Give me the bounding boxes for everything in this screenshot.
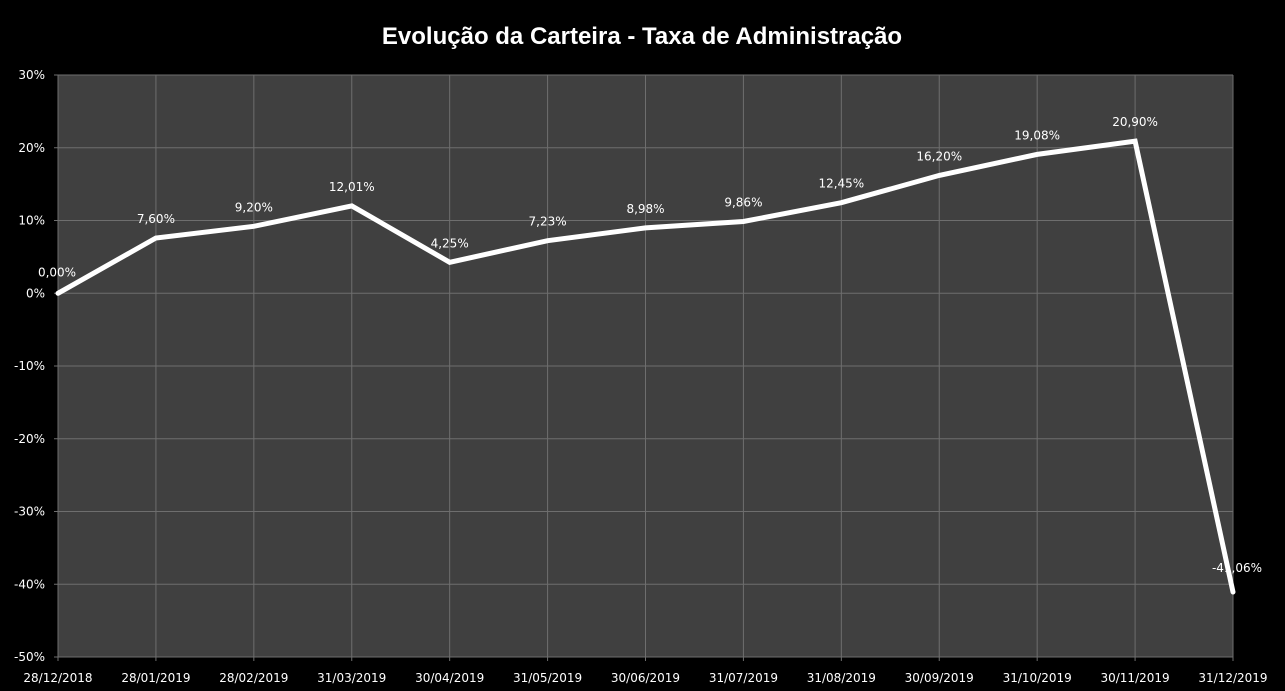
x-tick-label: 30/04/2019 xyxy=(415,671,484,685)
series-line xyxy=(55,138,1236,595)
y-tick-label: 10% xyxy=(18,214,45,228)
gridlines xyxy=(54,74,1234,661)
x-tick-label: 31/05/2019 xyxy=(513,671,582,685)
data-label: 12,45% xyxy=(818,177,864,191)
x-tick-label: 31/10/2019 xyxy=(1003,671,1072,685)
y-tick-label: 0% xyxy=(26,286,45,300)
chart-title: Evolução da Carteira - Taxa de Administr… xyxy=(382,23,902,50)
y-tick-label: -10% xyxy=(14,359,45,373)
y-tick-label: -20% xyxy=(14,432,45,446)
data-label: 4,25% xyxy=(431,236,469,250)
y-axis-ticks: 30% 20% 10% 0% -10% -20% -30% -40% -50% xyxy=(14,68,45,664)
data-label: 9,20% xyxy=(235,200,273,214)
x-tick-label: 28/01/2019 xyxy=(121,671,190,685)
data-label: 7,23% xyxy=(529,215,567,229)
y-tick-label: -30% xyxy=(14,505,45,519)
data-label: 0,00% xyxy=(38,265,76,279)
x-tick-label: 31/07/2019 xyxy=(709,671,778,685)
data-label: 19,08% xyxy=(1014,128,1060,142)
y-tick-label: -50% xyxy=(14,650,45,664)
data-label: 20,90% xyxy=(1112,115,1158,129)
x-tick-label: 30/09/2019 xyxy=(905,671,974,685)
x-tick-label: 31/03/2019 xyxy=(317,671,386,685)
x-tick-label: 30/06/2019 xyxy=(611,671,680,685)
data-label: 16,20% xyxy=(916,149,962,163)
x-tick-label: 31/12/2019 xyxy=(1198,671,1267,685)
data-labels: 0,00% 7,60% 9,20% 12,01% 4,25% 7,23% 8,98% 9,86… xyxy=(38,115,1262,575)
x-tick-label: 28/02/2019 xyxy=(219,671,288,685)
x-axis-ticks: 28/12/2018 28/01/2019 28/02/2019 31/03/2019… xyxy=(23,671,1267,685)
x-tick-label: 30/11/2019 xyxy=(1100,671,1169,685)
data-label: -41,06% xyxy=(1212,561,1262,575)
y-tick-label: 30% xyxy=(18,68,45,82)
data-label: 8,98% xyxy=(626,202,664,216)
y-tick-label: -40% xyxy=(14,577,45,591)
data-label: 7,60% xyxy=(137,212,175,226)
y-tick-label: 20% xyxy=(18,141,45,155)
data-label: 12,01% xyxy=(329,180,375,194)
data-label: 9,86% xyxy=(724,196,762,210)
x-tick-label: 28/12/2018 xyxy=(23,671,92,685)
x-tick-label: 31/08/2019 xyxy=(807,671,876,685)
